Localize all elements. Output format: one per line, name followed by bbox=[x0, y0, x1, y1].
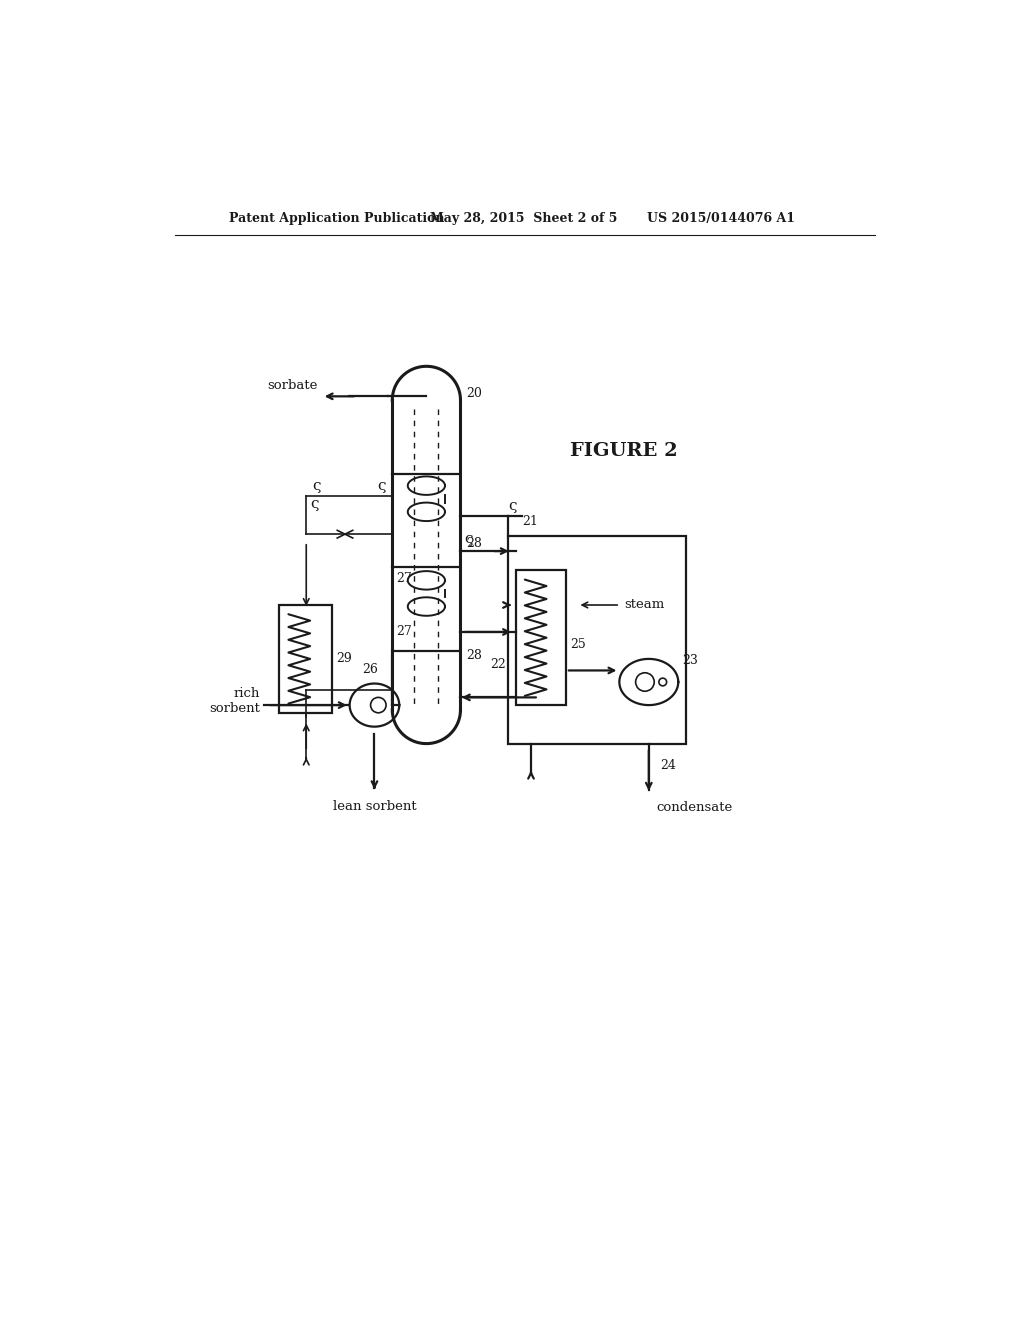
Text: rich
sorbent: rich sorbent bbox=[209, 688, 260, 715]
Text: 26: 26 bbox=[362, 663, 379, 676]
Text: ς: ς bbox=[312, 479, 321, 492]
Text: 29: 29 bbox=[336, 652, 351, 665]
Text: sorbate: sorbate bbox=[267, 379, 317, 392]
Text: 23: 23 bbox=[682, 653, 698, 667]
Text: 24: 24 bbox=[660, 759, 676, 772]
Text: ς: ς bbox=[310, 498, 318, 511]
Text: lean sorbent: lean sorbent bbox=[333, 800, 417, 813]
Text: ς: ς bbox=[378, 479, 386, 492]
Text: US 2015/0144076 A1: US 2015/0144076 A1 bbox=[647, 213, 796, 224]
Text: 25: 25 bbox=[569, 638, 586, 651]
Text: Patent Application Publication: Patent Application Publication bbox=[228, 213, 444, 224]
Text: May 28, 2015  Sheet 2 of 5: May 28, 2015 Sheet 2 of 5 bbox=[430, 213, 617, 224]
Text: 22: 22 bbox=[490, 659, 506, 671]
Bar bbox=[508, 536, 686, 743]
Text: 20: 20 bbox=[467, 387, 482, 400]
Text: steam: steam bbox=[624, 598, 665, 611]
Text: 28: 28 bbox=[467, 537, 482, 550]
Bar bbox=[280, 605, 332, 713]
Text: 27: 27 bbox=[396, 572, 412, 585]
Text: 28: 28 bbox=[467, 648, 482, 661]
Bar bbox=[515, 570, 566, 705]
Text: ς: ς bbox=[509, 499, 517, 513]
Text: condensate: condensate bbox=[656, 801, 733, 814]
Text: FIGURE 2: FIGURE 2 bbox=[570, 442, 678, 459]
Text: 21: 21 bbox=[521, 515, 538, 528]
Text: ς: ς bbox=[464, 532, 473, 546]
Text: 27: 27 bbox=[396, 626, 412, 639]
